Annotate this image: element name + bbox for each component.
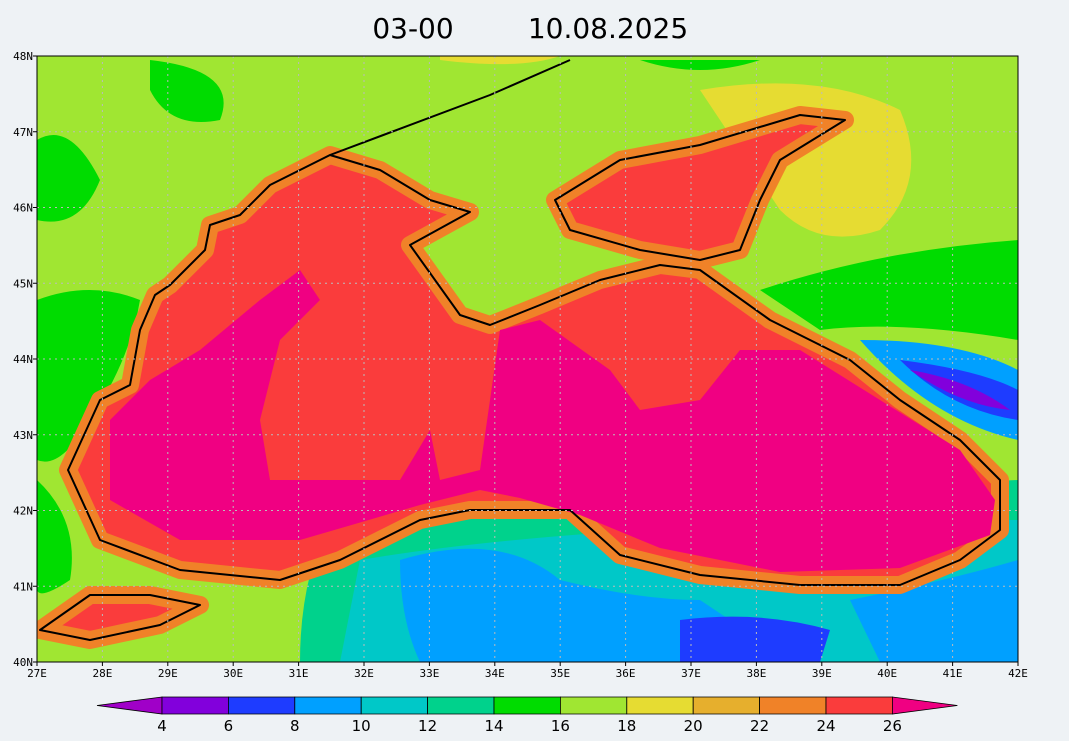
lon-label: 30E (223, 667, 243, 680)
colorbar-segment (493, 696, 561, 715)
temperature-field (37, 56, 1018, 662)
colorbar-segment (626, 696, 694, 715)
colorbar-segment (96, 696, 163, 715)
lon-label: 36E (616, 667, 636, 680)
lat-label: 40N (13, 656, 33, 669)
colorbar-segment (161, 696, 229, 715)
colorbar-label: 20 (684, 717, 703, 735)
colorbar-segment (294, 696, 362, 715)
lat-label: 46N (13, 202, 33, 215)
colorbar-segment (692, 696, 760, 715)
lon-label: 28E (92, 667, 112, 680)
colorbar-segment (228, 696, 296, 715)
lon-label: 27E (27, 667, 47, 680)
lat-label: 45N (13, 277, 33, 290)
lat-label: 48N (13, 50, 33, 63)
colorbar-label: 6 (224, 717, 234, 735)
title-time: 03-00 (372, 12, 453, 45)
colorbar-segment (892, 696, 958, 715)
colorbar-segment (825, 696, 893, 715)
colorbar: 4 6 8 10 12 14 16 18 20 22 24 26 (96, 696, 958, 735)
plot-frame (36, 55, 1019, 663)
title-date: 10.08.2025 (528, 12, 688, 45)
colorbar-segment (560, 696, 628, 715)
colorbar-label: 8 (290, 717, 300, 735)
colorbar-segment (427, 696, 495, 715)
colorbar-label: 12 (418, 717, 437, 735)
lon-label: 35E (550, 667, 570, 680)
lat-label: 44N (13, 353, 33, 366)
lon-label: 40E (877, 667, 897, 680)
colorbar-label: 26 (883, 717, 902, 735)
lat-label: 41N (13, 580, 33, 593)
colorbar-label: 22 (750, 717, 769, 735)
lon-label: 39E (812, 667, 832, 680)
lon-label: 34E (485, 667, 505, 680)
lat-label: 47N (13, 126, 33, 139)
colorbar-label: 24 (816, 717, 835, 735)
lon-label: 42E (1008, 667, 1028, 680)
lon-label: 32E (354, 667, 374, 680)
lon-label: 41E (943, 667, 963, 680)
lon-label: 38E (746, 667, 766, 680)
lon-label: 31E (289, 667, 309, 680)
colorbar-label: 18 (617, 717, 636, 735)
colorbar-segment (360, 696, 428, 715)
colorbar-label: 14 (484, 717, 503, 735)
lat-label: 43N (13, 429, 33, 442)
colorbar-segment (759, 696, 827, 715)
lat-label: 42N (13, 505, 33, 518)
colorbar-label: 16 (551, 717, 570, 735)
colorbar-label: 4 (157, 717, 167, 735)
colorbar-label: 10 (352, 717, 371, 735)
lon-label: 29E (158, 667, 178, 680)
lon-label: 33E (419, 667, 439, 680)
lon-label: 37E (681, 667, 701, 680)
